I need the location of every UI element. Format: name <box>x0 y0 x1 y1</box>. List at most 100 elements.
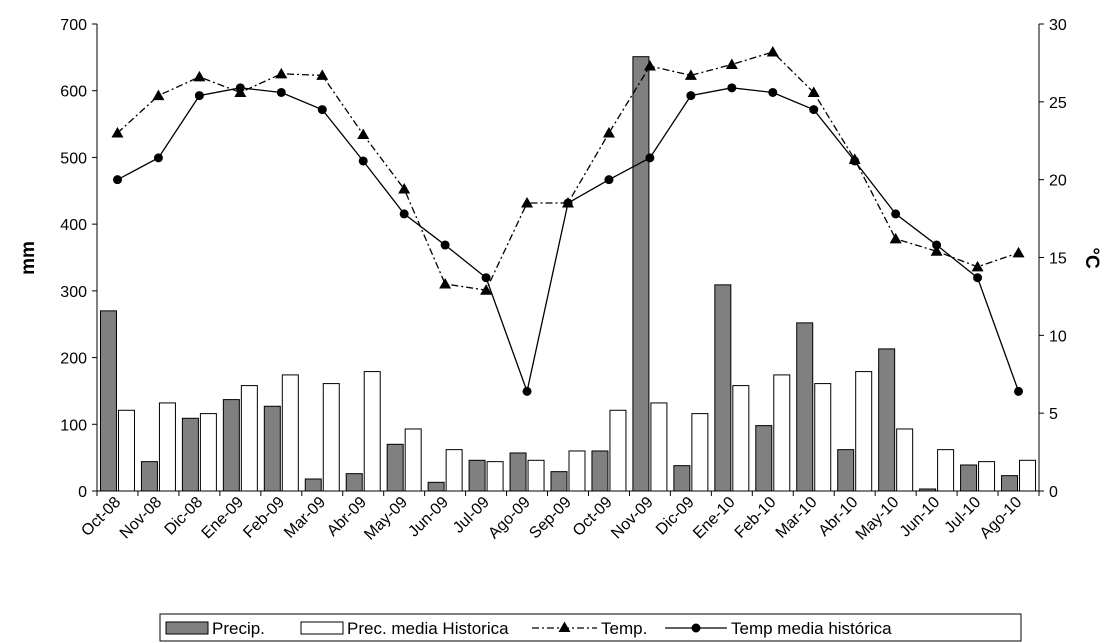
hist-temp-point <box>522 386 532 396</box>
x-tick-label: Ene-10 <box>690 494 739 543</box>
x-tick-label: Feb-09 <box>240 494 288 542</box>
x-tick-label: Ago-10 <box>977 494 1026 543</box>
hist-temp-point <box>276 87 286 97</box>
temp-point <box>971 260 984 272</box>
precip-bar <box>468 459 486 492</box>
x-tick-label: Mar-10 <box>773 494 821 542</box>
hist-temp-point <box>645 153 655 163</box>
precip-bar <box>673 465 691 492</box>
legend-label-precip: Precip. <box>212 619 265 638</box>
y2-tick-label: 25 <box>1049 95 1067 112</box>
temp-point <box>111 126 124 138</box>
hist-temp-point <box>604 175 614 185</box>
hist-temp-point <box>686 91 696 101</box>
hist-precip-bar <box>527 459 545 492</box>
right-axis-ticks: 0 5 10 15 20 25 30 <box>1039 17 1067 501</box>
hist-temp-point <box>973 273 983 283</box>
y2-axis-title: °C <box>1081 247 1102 269</box>
x-axis-ticks: Oct-08Nov-08Dic-08Ene-09Feb-09Mar-09Abr-… <box>78 491 1040 544</box>
y2-tick-label: 20 <box>1049 173 1067 190</box>
legend-label-hist-temp: Temp media histórica <box>731 619 892 638</box>
precip-bar <box>796 322 814 492</box>
hist-temp-point <box>891 209 901 219</box>
y-tick-label: 200 <box>60 351 87 368</box>
hist-precip-bar <box>240 385 258 492</box>
precip-bar <box>140 461 158 492</box>
precip-bar <box>714 284 732 492</box>
hist-precip-bar <box>281 374 299 492</box>
y-tick-label: 0 <box>78 484 87 501</box>
hist-precip-bar <box>978 461 996 492</box>
x-tick-label: Oct-09 <box>570 494 616 540</box>
hist-temp-point <box>440 240 450 250</box>
temp-line-group <box>111 46 1025 295</box>
temp-point <box>193 70 206 82</box>
y2-tick-label: 0 <box>1049 484 1058 501</box>
temp-point <box>602 126 615 138</box>
hist-temp-line <box>117 87 1020 394</box>
hist-temp-point <box>399 209 409 219</box>
hist-temp-point <box>809 105 819 115</box>
precip-bar <box>509 452 527 492</box>
precip-bar <box>755 425 773 492</box>
precip-bar <box>304 478 322 492</box>
temp-point <box>684 69 697 80</box>
legend-marker-hist-temp <box>691 623 701 633</box>
hist-temp-point <box>358 156 368 166</box>
hist-precip-bar <box>199 413 217 492</box>
precip-bars <box>99 56 1019 492</box>
x-tick-label: Jun-09 <box>405 494 452 541</box>
hist-temp-point <box>727 83 737 93</box>
temp-point <box>1012 246 1025 258</box>
precip-bar <box>878 348 896 492</box>
y2-tick-label: 5 <box>1049 406 1058 423</box>
y-tick-label: 300 <box>60 284 87 301</box>
x-tick-label: Ene-09 <box>199 494 248 543</box>
temp-point <box>889 232 902 244</box>
precip-bar <box>1001 475 1019 492</box>
legend-swatch-hist-precip <box>300 621 344 635</box>
hist-temp-point <box>850 156 860 166</box>
precip-bar <box>837 449 855 492</box>
hist-precip-bar <box>691 413 709 492</box>
precip-bar <box>99 310 117 492</box>
temp-point <box>357 128 370 140</box>
precip-bar <box>550 471 568 492</box>
hist-temp-point <box>194 91 204 101</box>
hist-temp-point <box>317 105 327 115</box>
precip-bar <box>632 56 650 492</box>
x-tick-label: Mar-09 <box>281 494 329 542</box>
hist-precip-bar <box>732 385 750 492</box>
hist-precip-bar <box>937 449 955 492</box>
legend-frame <box>159 613 1022 642</box>
precip-bar <box>427 481 445 492</box>
legend-marker-temp <box>558 621 571 632</box>
hist-temp-point <box>768 87 778 97</box>
y-tick-label: 700 <box>60 17 87 34</box>
temp-point <box>316 69 329 80</box>
precip-bar <box>591 450 609 492</box>
y2-tick-label: 10 <box>1049 328 1067 345</box>
x-tick-label: Nov-09 <box>608 494 657 543</box>
hist-temp-point <box>112 175 122 185</box>
legend-label-temp: Temp. <box>601 619 647 638</box>
hist-precip-bar <box>568 450 586 492</box>
temp-point <box>930 245 943 256</box>
hist-precip-bar <box>773 374 791 492</box>
x-tick-label: Jun-10 <box>897 494 944 541</box>
temp-point <box>725 58 738 69</box>
temp-point <box>807 86 820 97</box>
x-tick-label: Ago-09 <box>485 494 534 543</box>
temp-point <box>275 67 288 79</box>
temp-point <box>643 60 656 71</box>
hist-precip-bar <box>814 383 832 492</box>
y-axis-title: mm <box>18 241 39 275</box>
hist-precip-bar <box>486 461 504 492</box>
temp-point <box>766 46 779 57</box>
y2-tick-label: 15 <box>1049 251 1067 268</box>
temp-point <box>152 89 165 101</box>
hist-temp-line-group <box>112 83 1024 396</box>
precip-bar <box>386 443 404 492</box>
hist-temp-point <box>235 83 245 93</box>
